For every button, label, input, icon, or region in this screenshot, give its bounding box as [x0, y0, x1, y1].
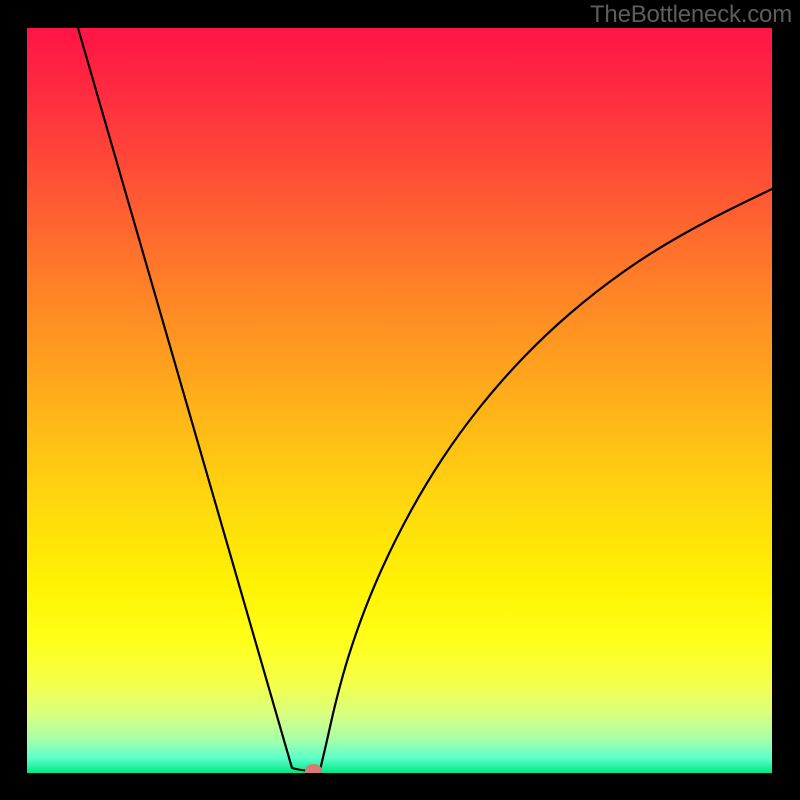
v-curve-path [78, 28, 772, 771]
watermark-text: TheBottleneck.com [590, 1, 792, 29]
frame-bottom [0, 773, 800, 800]
frame-left [0, 0, 27, 800]
trough-marker [305, 764, 322, 774]
chart-plot-area [27, 28, 772, 773]
curve-layer [27, 28, 772, 773]
frame-right [772, 0, 800, 800]
